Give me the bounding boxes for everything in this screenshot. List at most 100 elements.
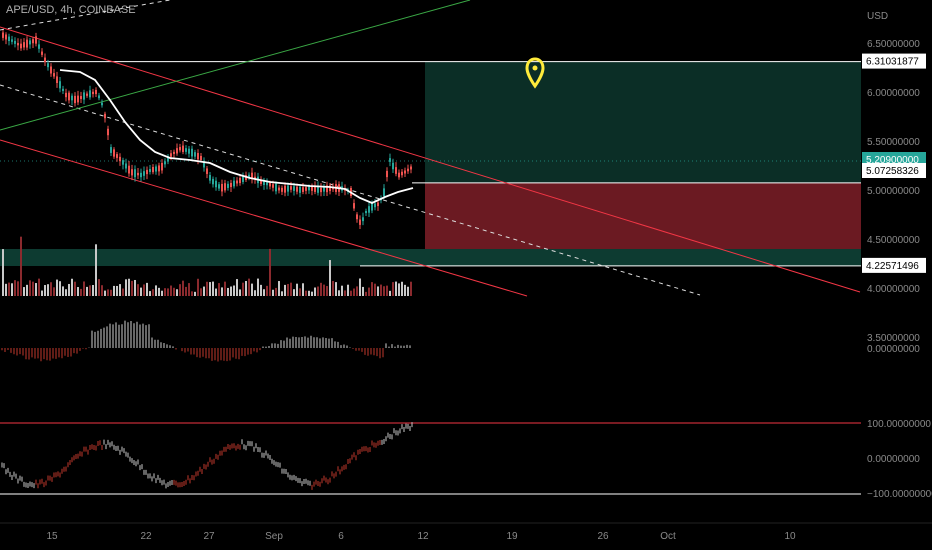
- candle-body: [146, 169, 148, 175]
- candle-body: [134, 169, 136, 178]
- volume-bar: [308, 290, 310, 296]
- volume-bar: [335, 282, 337, 296]
- candle-body: [113, 149, 115, 157]
- volume-bar: [134, 279, 136, 296]
- volume-bar: [83, 281, 85, 296]
- volume-bar: [140, 287, 142, 296]
- volume-bar: [410, 281, 412, 296]
- volume-bar: [173, 287, 175, 296]
- histogram-axis-label: 0.00000000: [867, 344, 920, 355]
- background-layer: [0, 61, 861, 267]
- candle-body: [20, 43, 22, 49]
- volume-bar: [188, 283, 190, 296]
- green-trend-line: [0, 0, 471, 131]
- candle-body: [152, 167, 154, 173]
- candle-body: [263, 180, 265, 186]
- candle-body: [23, 42, 25, 48]
- candle-body: [266, 182, 268, 186]
- location-marker-icon[interactable]: [525, 57, 545, 89]
- candle-body: [131, 169, 133, 176]
- volume-bar: [281, 291, 283, 296]
- volume-bar: [53, 287, 55, 296]
- oscillator-axis-label: −100.00000000: [867, 489, 932, 500]
- volume-bar: [365, 291, 367, 296]
- volume-bar: [68, 283, 70, 296]
- candle-body: [302, 187, 304, 192]
- candle-body: [218, 184, 220, 189]
- candle-body: [287, 185, 289, 192]
- candle-body: [83, 92, 85, 100]
- volume-bar: [338, 290, 340, 296]
- volume-bar: [206, 281, 208, 296]
- volume-bar: [350, 290, 352, 296]
- candle-body: [161, 162, 163, 171]
- candle-body: [53, 73, 55, 77]
- volume-bar: [326, 286, 328, 296]
- volume-bar: [383, 286, 385, 296]
- moving-average-line: [59, 69, 414, 204]
- price-tick-label: 4.50000000: [867, 235, 920, 246]
- volume-bar: [362, 286, 364, 296]
- candle-body: [203, 161, 205, 168]
- candle-body: [368, 206, 370, 213]
- volume-bar: [122, 288, 124, 296]
- volume-bar: [275, 287, 277, 296]
- candle-body: [98, 95, 100, 99]
- candle-body: [389, 158, 391, 162]
- candle-body: [32, 39, 34, 44]
- volume-bar: [332, 280, 334, 296]
- candle-body: [68, 92, 70, 101]
- volume-bar: [41, 290, 43, 296]
- candle-body: [227, 183, 229, 188]
- dashed-trend-line: [0, 84, 701, 296]
- candle-body: [326, 185, 328, 193]
- profit-zone: [425, 61, 861, 183]
- candle-body: [359, 219, 361, 225]
- price-tick-label: 5.00000000: [867, 186, 920, 197]
- candle-body: [194, 152, 196, 157]
- candle-body: [164, 161, 166, 165]
- volume-bar: [317, 286, 319, 296]
- candle-body: [128, 165, 130, 174]
- volume-bar: [407, 286, 409, 296]
- candle-body: [248, 174, 250, 178]
- marker-layer[interactable]: [525, 57, 545, 89]
- volume-bar: [323, 284, 325, 296]
- volume-bar: [248, 278, 250, 296]
- candle-body: [125, 163, 127, 169]
- volume-bar: [101, 285, 103, 296]
- candle-body: [50, 66, 52, 74]
- volume-bar: [110, 289, 112, 296]
- candle-body: [140, 172, 142, 178]
- candle-body: [107, 128, 109, 136]
- volume-bar: [305, 290, 307, 296]
- candle-body: [242, 176, 244, 182]
- volume-bar: [236, 279, 238, 296]
- candle-body: [383, 188, 385, 197]
- price-tick-label: 7.00000000: [867, 0, 920, 1]
- oscillator-axis-label: 100.00000000: [867, 419, 931, 430]
- x-tick-label: Sep: [265, 531, 283, 542]
- price-tag-bg: [862, 53, 926, 69]
- volume-bar: [266, 285, 268, 296]
- volume-bar: [398, 283, 400, 296]
- volume-bar: [32, 281, 34, 296]
- price-tick-label: 5.50000000: [867, 137, 920, 148]
- candle-body: [47, 63, 49, 68]
- volume-bar: [272, 289, 274, 296]
- candle-body: [224, 183, 226, 191]
- candle-body: [356, 214, 358, 220]
- candle-body: [167, 156, 169, 162]
- price-tag: 4.22571496: [866, 261, 919, 272]
- volume-bar: [92, 285, 94, 296]
- volume-bar: [14, 280, 16, 296]
- candle-body: [62, 88, 64, 91]
- candle-body: [77, 95, 79, 103]
- candle-body: [398, 172, 400, 178]
- price-tag: 6.31031877: [866, 57, 919, 68]
- volume-bar: [368, 287, 370, 296]
- candle-body: [38, 44, 40, 49]
- volume-bar: [353, 288, 355, 296]
